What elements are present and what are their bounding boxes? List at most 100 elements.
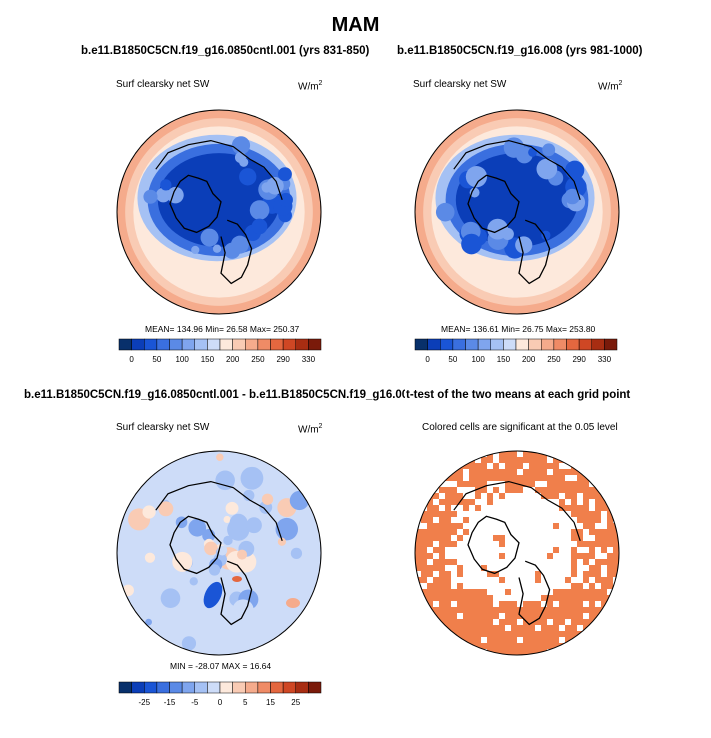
significant-cell xyxy=(505,643,511,649)
panel1-colorbar-box xyxy=(295,338,309,351)
significant-cell xyxy=(577,583,583,589)
significant-cell xyxy=(535,637,541,643)
significant-cell xyxy=(439,559,445,565)
significant-cell xyxy=(589,613,595,619)
panel3-colorbar-box xyxy=(257,681,271,694)
map-patch xyxy=(204,541,218,556)
significant-cell xyxy=(553,589,559,595)
significant-cell xyxy=(583,499,589,505)
significant-cell xyxy=(463,481,469,487)
map-patch xyxy=(223,535,233,546)
significant-cell xyxy=(493,613,499,619)
map-patch xyxy=(142,505,156,519)
significant-cell xyxy=(571,583,577,589)
significant-cell xyxy=(607,541,613,547)
map-patch xyxy=(292,609,302,619)
significant-cell xyxy=(607,517,613,523)
significant-cell xyxy=(571,499,577,505)
significant-cell xyxy=(481,625,487,631)
panel2-colorbar-box xyxy=(427,338,441,351)
significant-cell xyxy=(547,643,553,649)
map-patch xyxy=(168,460,182,474)
significant-cell xyxy=(433,565,439,571)
significant-cell xyxy=(523,601,529,607)
significant-cell xyxy=(457,619,463,625)
significant-cell xyxy=(445,583,451,589)
significant-cell xyxy=(583,559,589,565)
significant-cell xyxy=(577,535,583,541)
significant-cell xyxy=(589,607,595,613)
significant-cell xyxy=(541,643,547,649)
map-patch xyxy=(541,230,551,240)
significant-cell xyxy=(607,511,613,517)
significant-cell xyxy=(421,529,427,535)
significant-cell xyxy=(487,571,493,577)
panel1-colorbar-tick-label: 100 xyxy=(175,355,189,364)
significant-cell xyxy=(469,619,475,625)
significant-cell xyxy=(481,613,487,619)
significant-cell xyxy=(505,487,511,493)
significant-cell xyxy=(583,619,589,625)
significant-cell xyxy=(439,499,445,505)
map-patch xyxy=(536,158,558,180)
significant-cell xyxy=(577,511,583,517)
map-patch xyxy=(229,513,248,532)
significant-cell xyxy=(439,547,445,553)
significant-cell xyxy=(541,595,547,601)
panel2-colorbar-box xyxy=(477,338,491,351)
panel3-colorbar-box xyxy=(118,681,132,694)
significant-cell xyxy=(469,589,475,595)
significant-cell xyxy=(433,511,439,517)
coastline-north-america-siberia xyxy=(155,480,283,541)
significant-cell xyxy=(499,577,505,583)
significant-cell xyxy=(577,517,583,523)
significant-cell xyxy=(433,493,439,499)
significant-cell xyxy=(481,481,487,487)
map-patch xyxy=(465,166,488,188)
significant-cell xyxy=(553,463,559,469)
map-patch xyxy=(278,192,293,207)
significant-cell xyxy=(451,559,457,565)
map-patch xyxy=(236,549,248,560)
panel2-colorbar-box xyxy=(490,338,504,351)
significant-cell xyxy=(589,493,595,499)
significant-cell xyxy=(427,571,433,577)
significant-cell xyxy=(547,493,553,499)
significant-cell xyxy=(589,601,595,607)
panel2-title: b.e11.B1850C5CN.f19_g16.008 (yrs 981-100… xyxy=(397,45,643,57)
significant-cell xyxy=(481,595,487,601)
significant-cell xyxy=(451,529,457,535)
significant-cell xyxy=(541,469,547,475)
panel2-colorbar-box xyxy=(440,338,454,351)
significant-cell xyxy=(553,469,559,475)
significant-cell xyxy=(493,607,499,613)
coastline-scandinavia xyxy=(518,219,551,285)
panel1-colorbar-box xyxy=(144,338,158,351)
significant-cell xyxy=(589,565,595,571)
significant-cell xyxy=(421,517,427,523)
significant-cell xyxy=(445,505,451,511)
significant-cell xyxy=(469,607,475,613)
significant-cell xyxy=(505,589,511,595)
significant-cell xyxy=(463,517,469,523)
significant-cell xyxy=(469,625,475,631)
significant-cell xyxy=(457,481,463,487)
significant-cell xyxy=(535,487,541,493)
significant-cell xyxy=(541,475,547,481)
significant-cell xyxy=(451,487,457,493)
significant-cell xyxy=(607,583,613,589)
significant-cell xyxy=(463,631,469,637)
map-patch xyxy=(277,167,292,182)
significant-cell xyxy=(553,625,559,631)
significant-cell xyxy=(415,529,421,535)
panel3-colorbar-box xyxy=(270,681,284,694)
significant-cell xyxy=(523,613,529,619)
significant-cell xyxy=(523,643,529,649)
significant-cell xyxy=(487,625,493,631)
panel2-colorbar-box xyxy=(414,338,428,351)
significant-cell xyxy=(433,607,439,613)
significant-cell xyxy=(595,595,601,601)
significant-cell xyxy=(463,607,469,613)
significant-cell xyxy=(481,457,487,463)
significant-cell xyxy=(571,469,577,475)
